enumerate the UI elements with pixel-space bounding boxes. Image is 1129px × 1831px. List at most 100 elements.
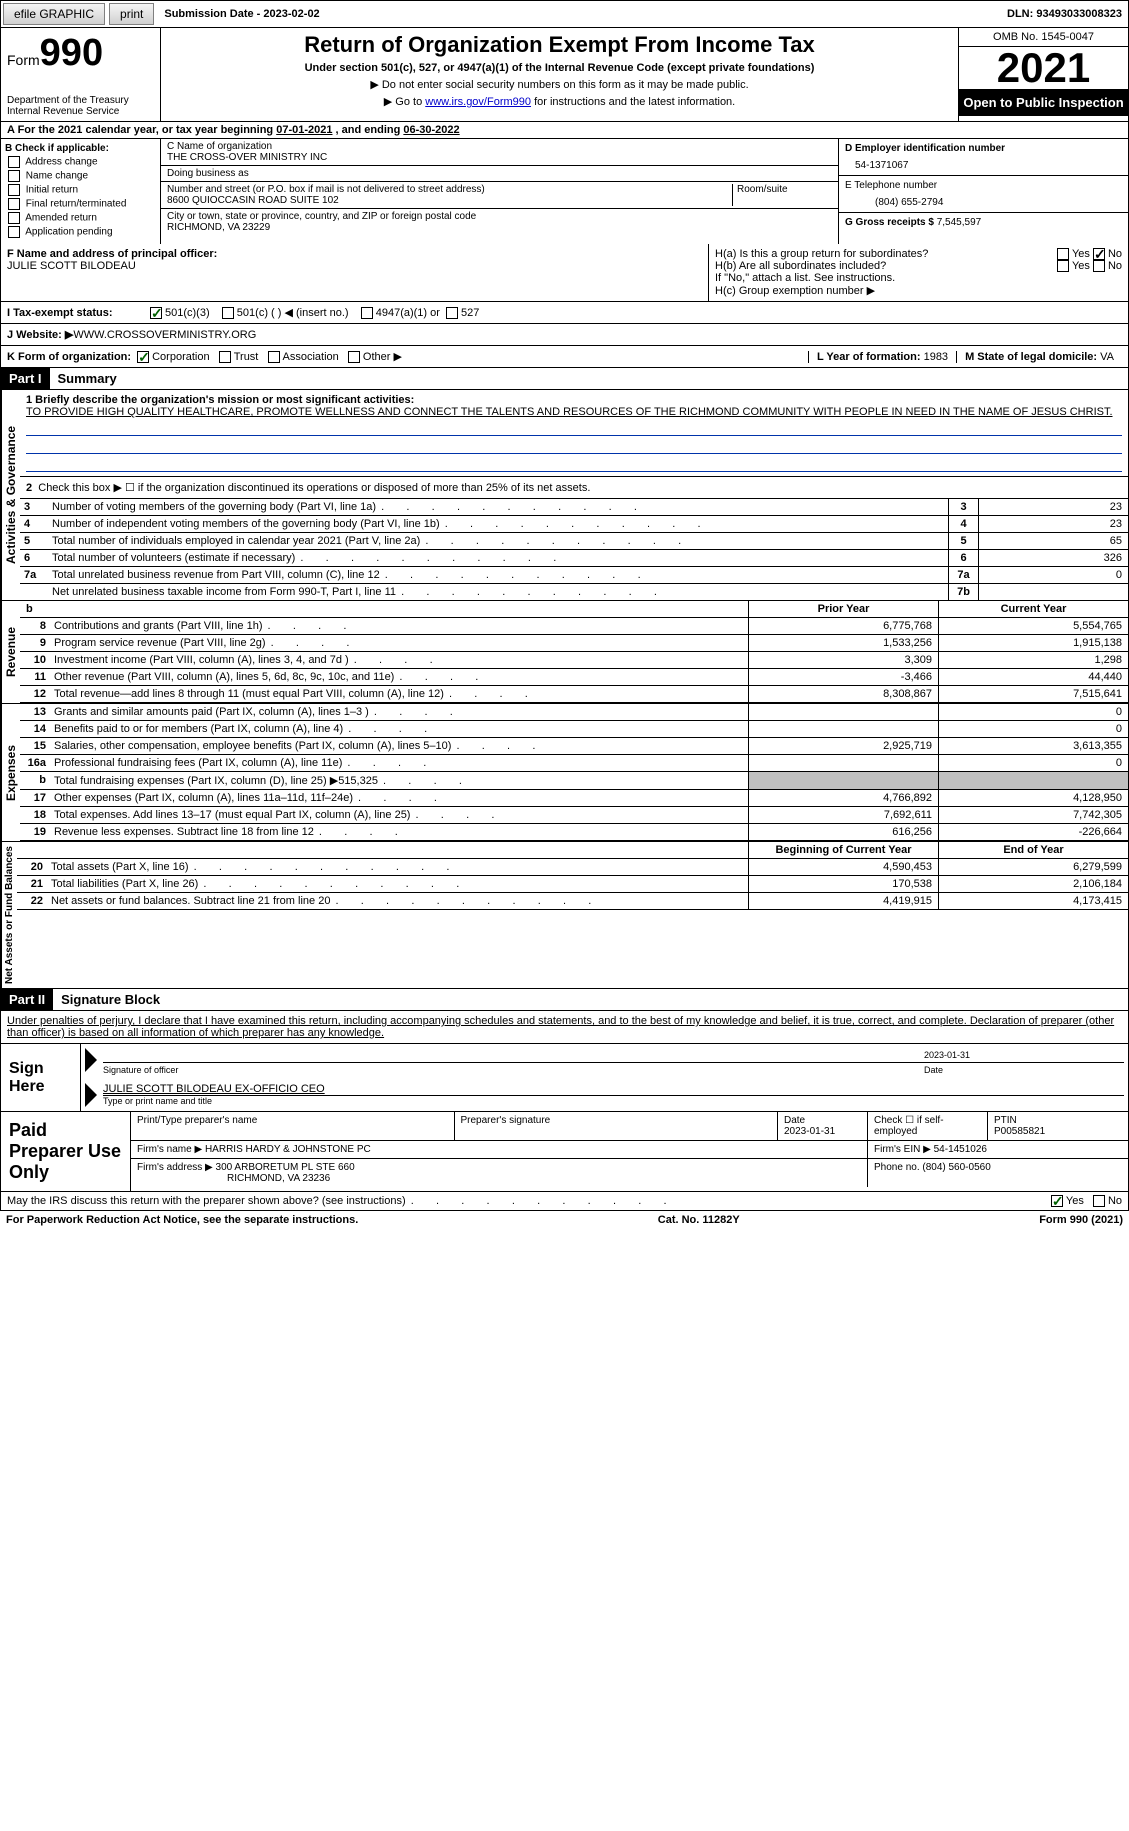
- table-row: 22Net assets or fund balances. Subtract …: [17, 893, 1128, 910]
- ha-yes[interactable]: [1057, 248, 1069, 260]
- firm-ein: 54-1451026: [934, 1144, 987, 1155]
- mission-text: TO PROVIDE HIGH QUALITY HEALTHCARE, PROM…: [26, 406, 1122, 418]
- table-row: bTotal fundraising expenses (Part IX, co…: [20, 772, 1128, 790]
- vert-activities: Activities & Governance: [1, 390, 20, 600]
- col-c: C Name of organization THE CROSS-OVER MI…: [161, 139, 838, 244]
- open-to-public: Open to Public Inspection: [959, 89, 1128, 116]
- table-row: 17Other expenses (Part IX, column (A), l…: [20, 790, 1128, 807]
- check-assoc[interactable]: [268, 351, 280, 363]
- table-row: 19Revenue less expenses. Subtract line 1…: [20, 824, 1128, 841]
- check-address[interactable]: Address change: [5, 156, 156, 168]
- group-return-block: H(a) Is this a group return for subordin…: [708, 244, 1128, 301]
- table-row: 21Total liabilities (Part X, line 26)170…: [17, 876, 1128, 893]
- check-corp[interactable]: [137, 351, 149, 363]
- print-button[interactable]: print: [109, 3, 154, 25]
- hb-no[interactable]: [1093, 260, 1105, 272]
- dba-row: Doing business as: [161, 166, 838, 182]
- row-f-h: F Name and address of principal officer:…: [0, 244, 1129, 302]
- check-initial[interactable]: Initial return: [5, 184, 156, 196]
- row-j: J Website: ▶ WWW.CROSSOVERMINISTRY.ORG: [0, 324, 1129, 346]
- header-right: OMB No. 1545-0047 2021 Open to Public In…: [958, 28, 1128, 121]
- discuss-yes[interactable]: [1051, 1195, 1063, 1207]
- table-row: 9Program service revenue (Part VIII, lin…: [20, 635, 1128, 652]
- form-number: Form990: [7, 32, 154, 75]
- line2: 2 Check this box ▶ ☐ if the organization…: [20, 477, 1128, 498]
- table-row: 5Total number of individuals employed in…: [20, 533, 1128, 550]
- cat-no: Cat. No. 11282Y: [658, 1214, 740, 1226]
- form-subtitle: Under section 501(c), 527, or 4947(a)(1)…: [165, 62, 954, 74]
- street-address: 8600 QUIOCCASIN ROAD SUITE 102: [167, 195, 732, 206]
- submission-date: Submission Date - 2023-02-02: [156, 8, 327, 20]
- check-name[interactable]: Name change: [5, 170, 156, 182]
- check-501c[interactable]: [222, 307, 234, 319]
- note-ssn: ▶ Do not enter social security numbers o…: [165, 78, 954, 91]
- officer-name: JULIE SCOTT BILODEAU: [7, 260, 702, 272]
- hb-yes[interactable]: [1057, 260, 1069, 272]
- table-row: 11Other revenue (Part VIII, column (A), …: [20, 669, 1128, 686]
- table-row: 12Total revenue—add lines 8 through 11 (…: [20, 686, 1128, 703]
- org-name-row: C Name of organization THE CROSS-OVER MI…: [161, 139, 838, 166]
- row-k: K Form of organization: Corporation Trus…: [0, 346, 1129, 368]
- table-row: 15Salaries, other compensation, employee…: [20, 738, 1128, 755]
- check-pending[interactable]: Application pending: [5, 226, 156, 238]
- table-row: 6Total number of volunteers (estimate if…: [20, 550, 1128, 567]
- website: WWW.CROSSOVERMINISTRY.ORG: [73, 329, 256, 341]
- irs-link[interactable]: www.irs.gov/Form990: [425, 96, 531, 108]
- tax-year: 2021: [959, 47, 1128, 89]
- org-name: THE CROSS-OVER MINISTRY INC: [167, 152, 832, 163]
- city-row: City or town, state or province, country…: [161, 209, 838, 235]
- form-header: Form990 Department of the Treasury Inter…: [0, 28, 1129, 122]
- table-row: 4Number of independent voting members of…: [20, 516, 1128, 533]
- check-501c3[interactable]: [150, 307, 162, 319]
- vert-expenses: Expenses: [1, 704, 20, 841]
- ha-no[interactable]: [1093, 248, 1105, 260]
- table-row: 3Number of voting members of the governi…: [20, 499, 1128, 516]
- header-center: Return of Organization Exempt From Incom…: [161, 28, 958, 121]
- bottom-line: For Paperwork Reduction Act Notice, see …: [0, 1211, 1129, 1229]
- col-b-header: B Check if applicable:: [5, 143, 156, 154]
- mission-block: 1 Briefly describe the organization's mi…: [20, 390, 1128, 477]
- addr-row: Number and street (or P.O. box if mail i…: [161, 182, 838, 209]
- ptin: P00585821: [994, 1126, 1045, 1137]
- dln: DLN: 93493033008323: [1007, 8, 1128, 20]
- vert-netassets: Net Assets or Fund Balances: [1, 842, 17, 988]
- row-i: I Tax-exempt status: 501(c)(3) 501(c) ( …: [0, 302, 1129, 324]
- rev-header: b Prior Year Current Year: [20, 601, 1128, 618]
- table-row: 8Contributions and grants (Part VIII, li…: [20, 618, 1128, 635]
- firm-name: HARRIS HARDY & JOHNSTONE PC: [205, 1144, 371, 1155]
- table-row: 10Investment income (Part VIII, column (…: [20, 652, 1128, 669]
- city-state-zip: RICHMOND, VA 23229: [167, 222, 832, 233]
- note-link: ▶ Go to www.irs.gov/Form990 for instruct…: [165, 95, 954, 108]
- ein: 54-1371067: [845, 154, 1122, 171]
- header-grid: B Check if applicable: Address change Na…: [0, 139, 1129, 244]
- check-527[interactable]: [446, 307, 458, 319]
- table-row: 16aProfessional fundraising fees (Part I…: [20, 755, 1128, 772]
- officer-block: F Name and address of principal officer:…: [1, 244, 708, 301]
- firm-phone: (804) 560-0560: [922, 1162, 990, 1173]
- check-final[interactable]: Final return/terminated: [5, 198, 156, 210]
- arrow-icon: [85, 1083, 97, 1107]
- discuss-no[interactable]: [1093, 1195, 1105, 1207]
- ein-cell: D Employer identification number 54-1371…: [839, 139, 1128, 176]
- dept-label: Department of the Treasury Internal Reve…: [7, 95, 154, 117]
- gross-cell: G Gross receipts $ 7,545,597: [839, 213, 1128, 232]
- state-domicile: M State of legal domicile: VA: [956, 351, 1122, 363]
- net-header: Beginning of Current Year End of Year: [17, 842, 1128, 859]
- check-4947[interactable]: [361, 307, 373, 319]
- table-row: 18Total expenses. Add lines 13–17 (must …: [20, 807, 1128, 824]
- sig-date-val: 2023-01-31: [924, 1050, 1124, 1060]
- top-bar: efile GRAPHIC print Submission Date - 20…: [0, 0, 1129, 28]
- col-d: D Employer identification number 54-1371…: [838, 139, 1128, 244]
- header-left: Form990 Department of the Treasury Inter…: [1, 28, 161, 121]
- efile-button[interactable]: efile GRAPHIC: [3, 3, 105, 25]
- check-amended[interactable]: Amended return: [5, 212, 156, 224]
- expenses-block: Expenses 13Grants and similar amounts pa…: [0, 704, 1129, 842]
- gross-receipts: 7,545,597: [937, 217, 982, 228]
- part2-title: Part II Signature Block: [0, 989, 1129, 1011]
- netassets-block: Net Assets or Fund Balances Beginning of…: [0, 842, 1129, 989]
- vert-revenue: Revenue: [1, 601, 20, 703]
- gov-table: 3Number of voting members of the governi…: [20, 498, 1128, 600]
- check-other[interactable]: [348, 351, 360, 363]
- table-row: Net unrelated business taxable income fr…: [20, 584, 1128, 600]
- check-trust[interactable]: [219, 351, 231, 363]
